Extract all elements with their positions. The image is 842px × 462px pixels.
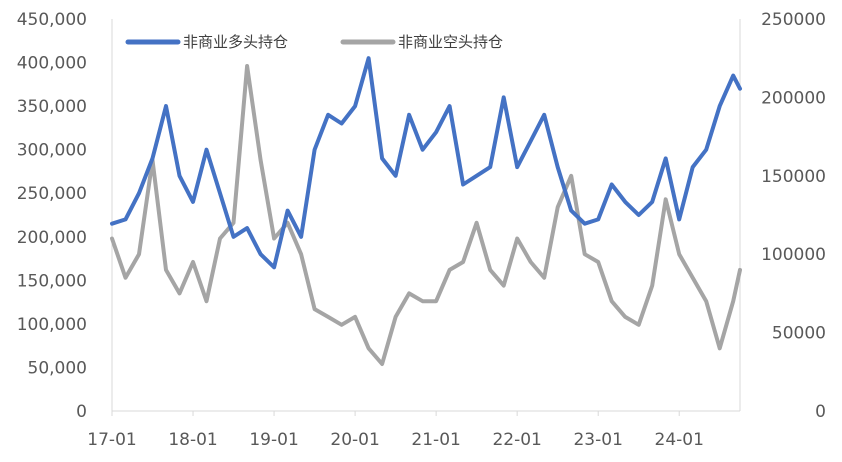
y-left-tick-label: 450,000 [17,10,87,30]
y-left-tick-label: 50,000 [28,358,87,378]
y-right-tick-label: 200000 [761,88,826,108]
y-left-tick-label: 0 [76,402,87,422]
x-tick-label: 19-01 [249,430,298,450]
lines-layer [110,56,742,366]
x-tick-label: 20-01 [330,430,379,450]
y-left-tick-label: 100,000 [17,315,87,335]
legend-label-long: 非商业多头持仓 [183,33,288,51]
y-left-tick-label: 150,000 [17,271,87,291]
x-tick-label: 24-01 [655,430,704,450]
x-tick-label: 23-01 [573,430,622,450]
y-right-tick-label: 150000 [761,167,826,187]
y-left-tick-label: 250,000 [17,184,87,204]
y-right-tick-label: 0 [815,402,826,422]
y-left-tick-label: 350,000 [17,97,87,117]
y-left-tick-label: 400,000 [17,54,87,74]
legend-label-short: 非商业空头持仓 [398,33,503,51]
legend: 非商业多头持仓 非商业空头持仓 [125,33,503,51]
axes-layer: 0 50,000 100,000 150,000 200,000 250,000 300,0… [17,10,826,450]
y-left-tick-label: 200,000 [17,228,87,248]
y-right-tick-label: 100000 [761,245,826,265]
y-left-tick-label: 300,000 [17,141,87,161]
x-tick-label: 21-01 [411,430,460,450]
y-right-tick-label: 50000 [772,324,826,344]
series-line-short-positions [110,64,742,366]
x-tick-label: 17-01 [87,430,136,450]
x-tick-label: 22-01 [492,430,541,450]
series-line-long-positions [110,56,742,270]
x-tick-label: 18-01 [168,430,217,450]
y-right-tick-label: 250000 [761,10,826,30]
